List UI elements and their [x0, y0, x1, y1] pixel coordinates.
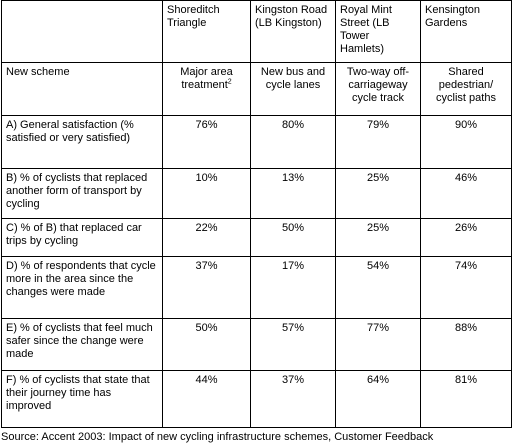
data-table: Shoreditch Triangle Kingston Road (LB Kin…: [1, 0, 512, 428]
row-label: F) % of cyclists that state that their j…: [1, 370, 163, 428]
table-row: E) % of cyclists that feel much safer si…: [1, 318, 512, 371]
table-row: C) % of B) that replaced car trips by cy…: [1, 218, 512, 257]
scheme-cell: Two-way off-carriageway cycle track: [335, 62, 421, 116]
table-row: Shoreditch Triangle Kingston Road (LB Kin…: [1, 0, 512, 63]
value-cell: 26%: [420, 218, 512, 257]
scheme-cell: Shared pedestrian/ cyclist paths: [420, 62, 512, 116]
row-label: New scheme: [1, 62, 163, 116]
value-cell: 44%: [162, 370, 251, 428]
value-cell: 64%: [335, 370, 421, 428]
table-row: New scheme Major area treatment2 New bus a…: [1, 62, 512, 116]
column-header: Kensington Gardens: [420, 0, 512, 63]
row-label: A) General satisfaction (% satisfied or …: [1, 115, 163, 169]
value-cell: 81%: [420, 370, 512, 428]
value-cell: 76%: [162, 115, 251, 169]
value-cell: 50%: [250, 218, 336, 257]
value-cell: 25%: [335, 218, 421, 257]
value-cell: 50%: [162, 318, 251, 371]
empty-cell: [1, 0, 163, 63]
value-cell: 46%: [420, 168, 512, 219]
source-note: Source: Accent 2003: Impact of new cycli…: [1, 431, 434, 443]
row-label: E) % of cyclists that feel much safer si…: [1, 318, 163, 371]
value-cell: 90%: [420, 115, 512, 169]
value-cell: 79%: [335, 115, 421, 169]
value-cell: 25%: [335, 168, 421, 219]
scheme-text: Major area treatment: [180, 66, 233, 91]
table-row: B) % of cyclists that replaced another f…: [1, 168, 512, 219]
scheme-text: New bus and cycle lanes: [260, 66, 326, 91]
footnote-mark: 2: [227, 78, 232, 86]
table-row: D) % of respondents that cycle more in t…: [1, 256, 512, 319]
value-cell: 17%: [250, 256, 336, 319]
column-header: Royal Mint Street (LB Tower Hamlets): [335, 0, 421, 63]
scheme-text: Shared pedestrian/ cyclist paths: [436, 66, 496, 104]
value-cell: 80%: [250, 115, 336, 169]
value-cell: 10%: [162, 168, 251, 219]
value-cell: 74%: [420, 256, 512, 319]
row-label: B) % of cyclists that replaced another f…: [1, 168, 163, 219]
value-cell: 88%: [420, 318, 512, 371]
scheme-text: Two-way off-carriageway cycle track: [346, 66, 410, 104]
value-cell: 22%: [162, 218, 251, 257]
value-cell: 13%: [250, 168, 336, 219]
value-cell: 57%: [250, 318, 336, 371]
value-cell: 54%: [335, 256, 421, 319]
value-cell: 77%: [335, 318, 421, 371]
row-label: C) % of B) that replaced car trips by cy…: [1, 218, 163, 257]
value-cell: 37%: [250, 370, 336, 428]
row-label: D) % of respondents that cycle more in t…: [1, 256, 163, 319]
scheme-cell: New bus and cycle lanes: [250, 62, 336, 116]
value-cell: 37%: [162, 256, 251, 319]
column-header: Shoreditch Triangle: [162, 0, 251, 63]
table-row: F) % of cyclists that state that their j…: [1, 370, 512, 428]
column-header: Kingston Road (LB Kingston): [250, 0, 336, 63]
table-row: A) General satisfaction (% satisfied or …: [1, 115, 512, 169]
scheme-cell: Major area treatment2: [162, 62, 251, 116]
